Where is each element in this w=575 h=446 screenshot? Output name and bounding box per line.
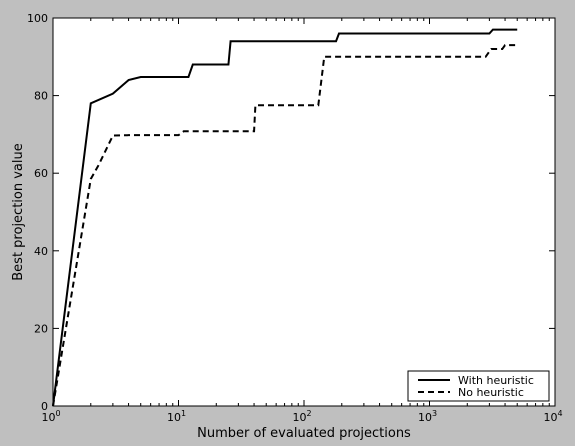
legend-box: [407, 370, 550, 402]
x-tick-label-exponent: 1: [181, 409, 186, 418]
x-tick-label-base: 10: [418, 411, 432, 424]
x-tick-label: 101: [167, 409, 186, 424]
plot-area: [53, 18, 555, 406]
y-tick-label: 0: [41, 400, 48, 413]
x-tick-label: 103: [418, 409, 437, 424]
legend: With heuristic No heuristic: [407, 370, 550, 402]
x-tick-label-base: 10: [292, 411, 306, 424]
x-tick-label-exponent: 0: [55, 409, 60, 418]
x-tick-label-exponent: 3: [432, 409, 437, 418]
x-tick-label: 104: [543, 409, 562, 424]
series-layer: [52, 28, 518, 407]
x-tick-label-base: 10: [543, 411, 557, 424]
x-tick-label-exponent: 2: [306, 409, 311, 418]
series-line-with-heuristic: [52, 28, 518, 407]
x-tick-label: 100: [41, 409, 60, 424]
legend-label-no-heuristic: No heuristic: [458, 386, 524, 399]
y-tick-label: 100: [27, 12, 48, 25]
y-tick-label: 80: [34, 90, 48, 103]
series-line-no-heuristic: [52, 44, 518, 407]
y-axis-label: Best projection value: [11, 143, 26, 280]
y-tick-label: 60: [34, 167, 48, 180]
x-tick-label-base: 10: [167, 411, 181, 424]
y-tick-label: 40: [34, 245, 48, 258]
plot-frame: [52, 17, 556, 407]
legend-label-with-heuristic: With heuristic: [458, 374, 534, 387]
y-tick-label: 20: [34, 322, 48, 335]
x-tick-label-exponent: 4: [557, 409, 562, 418]
x-axis-label: Number of evaluated projections: [197, 426, 411, 441]
x-tick-label-base: 10: [41, 411, 55, 424]
x-tick-label: 102: [292, 409, 311, 424]
